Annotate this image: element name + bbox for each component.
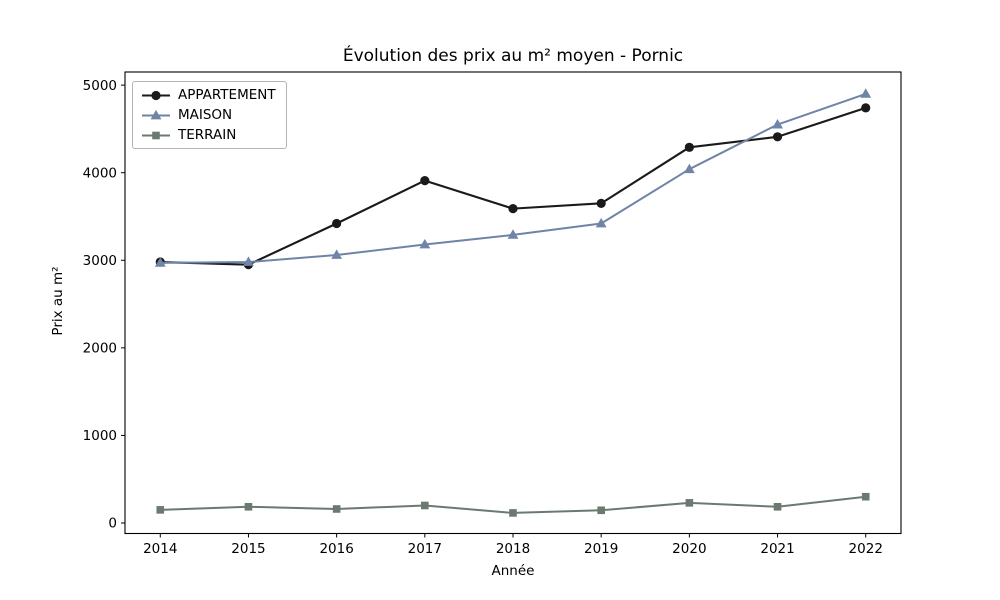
legend-square-icon: [142, 131, 170, 139]
marker-terrain: [156, 506, 165, 514]
marker-maison: [507, 229, 519, 239]
x-tick-label: 2022: [849, 541, 883, 557]
x-tick-label: 2014: [143, 541, 177, 557]
marker-terrain: [509, 509, 517, 517]
x-tick-label: 2021: [760, 541, 794, 557]
x-tick-label: 2016: [319, 541, 353, 557]
legend-label: MAISON: [178, 107, 233, 123]
y-tick-label: 3000: [83, 253, 117, 269]
marker-terrain: [244, 502, 253, 511]
legend: APPARTEMENT MAISON TERRAIN: [132, 81, 287, 149]
marker-appartement: [772, 132, 783, 142]
x-tick-label: 2017: [408, 541, 442, 557]
y-axis-label: Prix au m²: [50, 266, 66, 336]
marker-appartement: [420, 175, 430, 186]
marker-appartement: [861, 103, 871, 113]
x-tick-label: 2019: [584, 541, 618, 557]
legend-label: APPARTEMENT: [178, 87, 276, 103]
legend-circle-icon: [142, 90, 170, 100]
legend-sample-marker: [150, 109, 162, 119]
marker-appartement: [508, 204, 518, 214]
x-tick-label: 2018: [496, 541, 530, 557]
marker-terrain: [685, 499, 694, 507]
marker-terrain: [597, 506, 605, 515]
marker-maison: [331, 249, 343, 259]
chart-title: Évolution des prix au m² moyen - Pornic: [342, 46, 684, 66]
y-tick-label: 2000: [83, 341, 117, 357]
y-tick-label: 5000: [83, 78, 117, 94]
marker-terrain: [421, 501, 429, 510]
legend-label: TERRAIN: [178, 127, 237, 143]
marker-appartement: [684, 142, 694, 152]
marker-terrain: [773, 502, 782, 511]
legend-item-appartement: APPARTEMENT: [141, 87, 276, 103]
marker-maison: [860, 88, 872, 98]
marker-appartement: [596, 198, 606, 208]
marker-appartement: [332, 218, 342, 229]
legend-item-terrain: TERRAIN: [141, 127, 276, 143]
marker-maison: [683, 163, 695, 174]
marker-maison: [772, 118, 783, 129]
legend-item-maison: MAISON: [141, 107, 276, 123]
legend-sample-marker: [151, 90, 161, 100]
y-tick-label: 1000: [83, 428, 117, 444]
y-tick-label: 4000: [83, 165, 117, 181]
x-tick-label: 2020: [672, 541, 706, 557]
marker-maison: [154, 257, 166, 267]
x-axis-label: Année: [491, 563, 535, 579]
y-tick-label: 0: [108, 516, 117, 532]
marker-terrain: [332, 505, 341, 513]
marker-maison: [419, 238, 431, 249]
legend-triangle-up-icon: [142, 109, 170, 119]
x-tick-label: 2015: [231, 541, 265, 557]
legend-sample-marker: [152, 131, 160, 139]
marker-maison: [595, 217, 607, 228]
marker-terrain: [861, 492, 870, 501]
marker-maison: [243, 256, 254, 266]
